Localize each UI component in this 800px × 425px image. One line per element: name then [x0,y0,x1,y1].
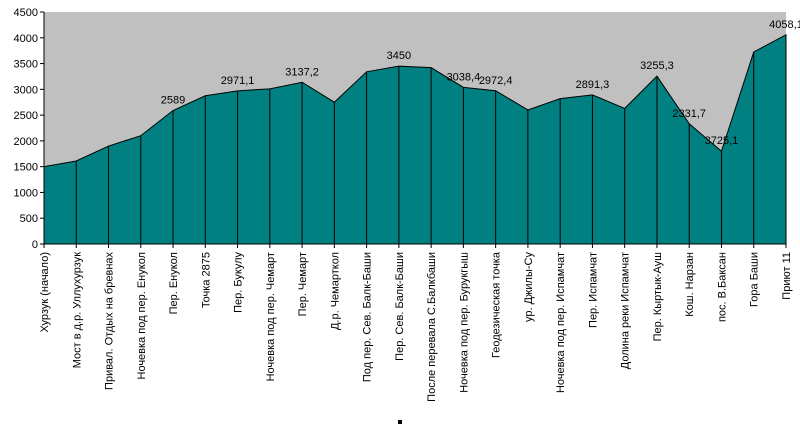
x-tick-label: ур. Джилы-Су [523,252,535,322]
data-label: 4058,1 [769,19,800,31]
x-tick-label: Приют 11 [781,252,793,300]
y-tick-label: 3000 [14,84,38,96]
y-tick-label: 2000 [14,136,38,148]
legend-marker [398,420,402,424]
y-tick-label: 4000 [14,33,38,45]
x-tick-label: Ночевка под пер. Енукол [136,252,148,380]
x-tick-label: Кош. Нарзан [684,252,696,317]
y-tick-label: 500 [20,213,38,225]
x-tick-label: Пер. Чемарт [297,252,309,316]
data-label: 3450 [387,50,411,62]
x-tick-label: Геодезическая точка [491,251,503,358]
x-tick-label: После перевала С.Балкбаши [426,252,438,402]
x-tick-label: Точка 2875 [200,252,212,308]
y-tick-label: 2500 [14,110,38,122]
x-tick-label: Пер. Енукол [168,252,180,314]
data-label: 2331,7 [672,108,706,120]
data-label: 2891,3 [576,79,610,91]
data-label: 2972,4 [479,75,513,87]
x-tick-label: Ночевка под пер. Бурукгыш [458,252,470,393]
x-tick-label: Гора Баши [749,252,761,307]
data-label: 3038,4 [447,71,481,83]
data-label: 3255,3 [640,60,674,72]
x-tick-label: Ночевка под пер. Испамчат [555,252,567,393]
x-tick-label: пос. В.Баксан [716,252,728,322]
x-tick-label: Д.р. Чемарткол [329,252,341,330]
x-tick-label: Долина реки Испамчат [620,252,632,369]
x-tick-label: Под пер. Сев. Балк-Баши [362,252,374,382]
y-tick-label: 1000 [14,187,38,199]
y-tick-label: 3500 [14,59,38,71]
data-label: 2971,1 [221,75,255,87]
x-tick-label: Пер. Сев. Балк-Баши [394,252,406,361]
x-tick-label: Привал. Отдых на бревнах [104,252,116,390]
x-tick-label: Пер. Испамчат [587,252,599,328]
x-tick-label: Мост в д.р. Уллухурзук [71,252,83,368]
y-tick-label: 4500 [14,7,38,19]
y-tick-label: 1500 [14,162,38,174]
x-tick-label: Хурзук (начало) [39,252,51,333]
x-tick-label: Пер. Букулу [233,252,245,313]
x-tick-label: Пер. Кыртык-Ауш [652,252,664,342]
data-label: 2589 [161,95,185,107]
y-tick-label: 0 [32,239,38,251]
data-label: 3725,1 [705,135,739,147]
data-label: 3137,2 [285,66,319,78]
x-tick-label: Ночевка под пер. Чемарт [265,252,277,381]
